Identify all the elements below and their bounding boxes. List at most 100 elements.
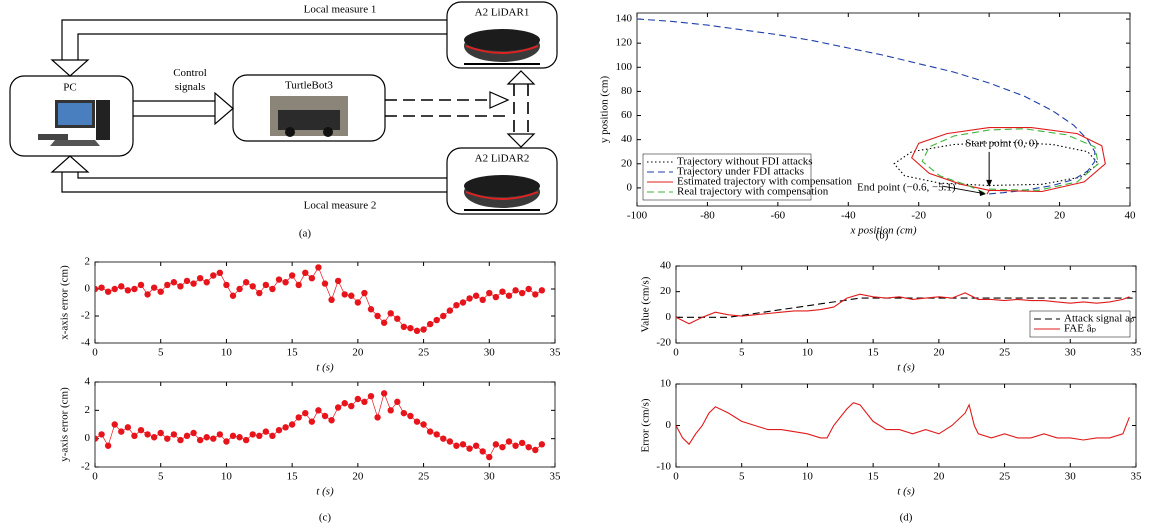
caption: (b) — [876, 230, 889, 242]
data-point — [150, 284, 158, 291]
data-point — [453, 302, 460, 309]
data-point — [532, 291, 539, 298]
data-point — [374, 414, 381, 421]
plot-frame — [636, 12, 1131, 207]
data-point — [249, 283, 256, 290]
y-tick-label: -10 — [656, 461, 671, 473]
x-tick-label: 10 — [221, 471, 233, 483]
data-point — [95, 435, 99, 442]
data-point — [433, 316, 440, 324]
caption: (c) — [319, 512, 332, 524]
data-point — [262, 281, 270, 289]
data-point — [164, 281, 171, 289]
data-point — [354, 299, 362, 306]
annotation-arrow — [941, 185, 982, 194]
data-point — [380, 319, 388, 326]
lidar1-box — [446, 1, 558, 69]
data-point — [328, 296, 335, 303]
data-point — [98, 431, 105, 438]
series-line — [911, 127, 1106, 195]
y-tick-label: -2 — [81, 310, 90, 322]
y-axis-label: Error (cm/s) — [640, 398, 652, 452]
data-point — [486, 453, 493, 461]
x-tick-label: 10 — [221, 347, 233, 359]
series-group — [95, 390, 546, 461]
node-label: TurtleBot3 — [285, 80, 333, 92]
node-label: PC — [63, 82, 76, 94]
data-point — [104, 288, 112, 295]
data-point — [269, 432, 276, 440]
y-tick-label: 4 — [85, 376, 91, 388]
x-tick-label: 30 — [1065, 471, 1077, 483]
data-point — [118, 283, 125, 290]
data-point — [137, 426, 145, 434]
data-point — [499, 443, 506, 451]
x-tick-label: 5 — [158, 347, 164, 359]
data-point — [177, 283, 184, 290]
edge-label: Local measure 1 — [304, 4, 377, 16]
arrow-body — [61, 19, 447, 60]
data-point — [505, 292, 513, 299]
data-point — [492, 293, 500, 301]
data-point — [295, 414, 302, 421]
data-point — [315, 264, 322, 271]
arrow-head — [214, 91, 234, 126]
arrow-head — [506, 70, 536, 85]
data-point — [394, 398, 401, 406]
x-tick-label: 35 — [1131, 347, 1143, 359]
data-point — [367, 392, 375, 400]
data-point — [236, 434, 243, 441]
data-point — [111, 285, 118, 293]
data-point — [210, 435, 217, 442]
legend-label: Trajectory without FDI attacks — [677, 156, 813, 168]
data-point — [348, 402, 355, 410]
data-point — [433, 431, 440, 438]
x-tick-label: 0 — [673, 471, 679, 483]
lidar2-box — [446, 147, 558, 215]
data-point — [459, 299, 467, 306]
x-tick-label: 25 — [999, 471, 1011, 483]
x-tick-label: 40 — [1125, 210, 1137, 222]
y-tick-label: 20 — [660, 285, 672, 297]
data-point — [137, 281, 145, 289]
plot-frame — [675, 383, 1137, 468]
series-group — [95, 264, 546, 335]
data-point — [144, 291, 151, 298]
x-tick-label: 10 — [802, 471, 814, 483]
series-line — [95, 266, 543, 332]
data-point — [196, 436, 204, 444]
data-point — [400, 409, 408, 417]
series-line — [893, 141, 1100, 187]
x-tick-label: 0 — [92, 471, 98, 483]
data-point — [354, 395, 362, 403]
data-point — [374, 312, 381, 320]
data-point — [479, 296, 486, 303]
x-tick-label: 25 — [418, 471, 430, 483]
pc-icon — [38, 100, 110, 146]
data-point — [446, 307, 454, 314]
x-tick-label: 10 — [802, 347, 814, 359]
data-point — [95, 285, 99, 293]
data-point — [512, 287, 519, 294]
data-point — [196, 275, 204, 282]
arrow-head — [979, 190, 987, 197]
y-tick-label: 140 — [616, 13, 633, 25]
y-tick-label: 0 — [627, 181, 633, 193]
x-tick-label: -20 — [911, 210, 926, 222]
data-point — [269, 285, 276, 293]
data-point — [321, 412, 329, 420]
data-point — [275, 276, 283, 283]
x-tick-label: 20 — [933, 471, 945, 483]
y-tick-label: 20 — [621, 157, 633, 169]
x-axis-label: t (s) — [897, 486, 915, 498]
data-point — [348, 292, 355, 299]
data-point — [229, 432, 237, 440]
data-point — [525, 285, 532, 293]
x-axis-label: x position (cm) — [850, 225, 917, 237]
y-tick-label: 0 — [85, 432, 91, 444]
legend-label: FAE âₚ — [1064, 323, 1097, 335]
y-tick-label: 0 — [85, 283, 91, 295]
series-line — [637, 18, 1096, 195]
data-point — [413, 327, 421, 335]
